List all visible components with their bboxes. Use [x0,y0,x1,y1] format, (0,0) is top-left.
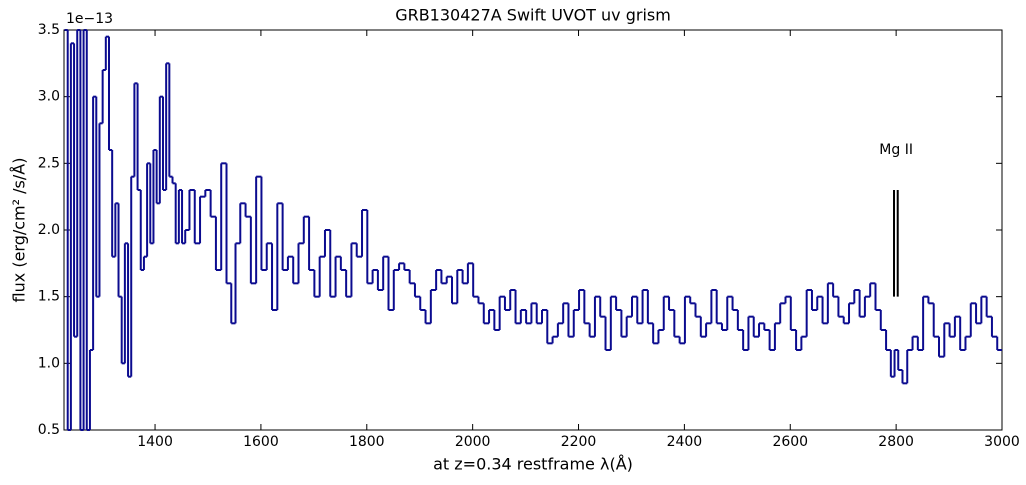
x-tick-label: 2000 [455,434,491,450]
y-tick-label: 3.0 [38,89,60,105]
x-tick-label: 2200 [561,434,597,450]
y-offset-label: 1e−13 [66,11,113,27]
plot-frame [63,29,1003,431]
y-tick-label: 3.5 [38,22,60,38]
y-tick-label: 2.0 [38,222,60,238]
x-tick-label: 3000 [984,434,1020,450]
x-tick-label: 2400 [667,434,703,450]
x-tick-label: 2800 [878,434,914,450]
y-tick-label: 2.5 [38,155,60,171]
y-tick-label: 1.0 [38,355,60,371]
y-axis-label: flux (erg/cm² /s/Å) [10,158,29,303]
x-tick-label: 1600 [243,434,279,450]
x-tick-label: 1800 [349,434,385,450]
y-tick-label: 0.5 [38,422,60,438]
chart-title: GRB130427A Swift UVOT uv grism [395,6,671,25]
x-axis-label: at z=0.34 restframe λ(Å) [433,455,633,474]
x-tick-label: 1400 [137,434,173,450]
x-tick-label: 2600 [772,434,808,450]
y-tick-label: 1.5 [38,289,60,305]
annotation-label: Mg II [879,142,913,158]
